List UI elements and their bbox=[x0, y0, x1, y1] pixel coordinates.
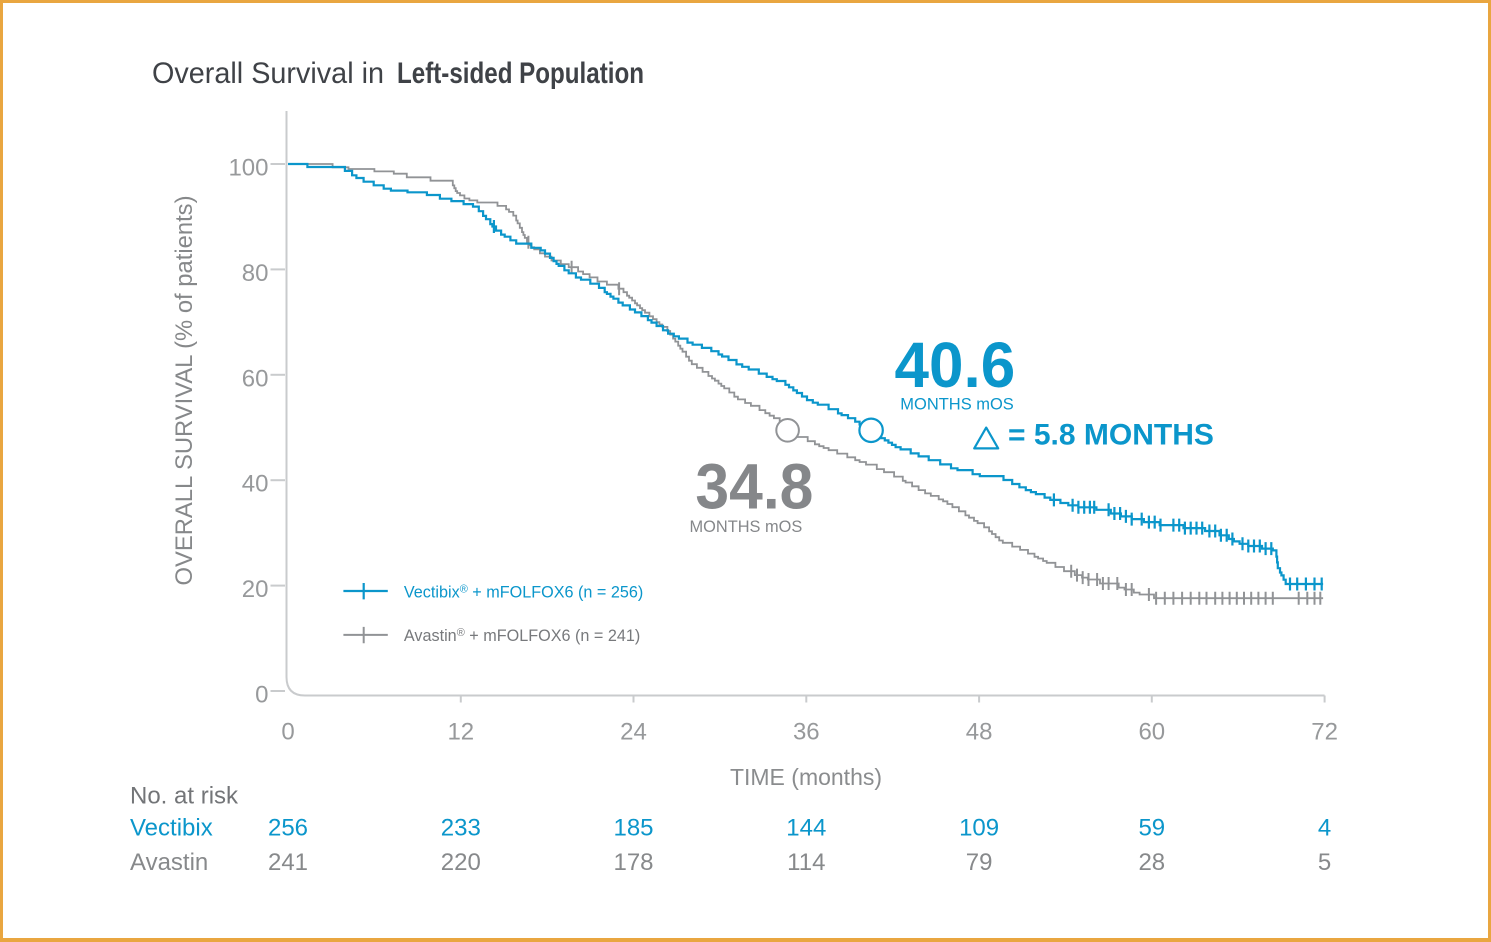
svg-text:256: 256 bbox=[268, 814, 308, 841]
svg-text:28: 28 bbox=[1138, 849, 1165, 876]
svg-text:36: 36 bbox=[793, 719, 820, 746]
svg-text:Avastin: Avastin bbox=[130, 849, 208, 876]
svg-text:60: 60 bbox=[242, 365, 269, 392]
svg-text:20: 20 bbox=[242, 576, 269, 603]
svg-text:= 5.8 MONTHS: = 5.8 MONTHS bbox=[1008, 419, 1214, 452]
svg-text:12: 12 bbox=[447, 719, 474, 746]
svg-text:5: 5 bbox=[1318, 849, 1331, 876]
svg-text:Overall Survival in: Overall Survival in bbox=[152, 57, 384, 90]
svg-text:100: 100 bbox=[228, 155, 268, 182]
svg-text:79: 79 bbox=[966, 849, 993, 876]
svg-text:TIME (months): TIME (months) bbox=[730, 764, 882, 790]
svg-text:Vectibix: Vectibix bbox=[130, 814, 213, 841]
svg-text:MONTHS mOS: MONTHS mOS bbox=[900, 396, 1014, 414]
svg-text:Vectibix® + mFOLFOX6 (n = 256): Vectibix® + mFOLFOX6 (n = 256) bbox=[404, 583, 643, 601]
svg-text:Left-sided Population: Left-sided Population bbox=[397, 57, 644, 90]
svg-text:Avastin® + mFOLFOX6 (n = 241): Avastin® + mFOLFOX6 (n = 241) bbox=[404, 627, 640, 645]
svg-text:24: 24 bbox=[620, 719, 647, 746]
svg-text:109: 109 bbox=[959, 814, 999, 841]
svg-text:4: 4 bbox=[1318, 814, 1331, 841]
svg-text:No. at risk: No. at risk bbox=[130, 783, 239, 810]
svg-text:0: 0 bbox=[281, 719, 294, 746]
svg-text:MONTHS mOS: MONTHS mOS bbox=[690, 518, 803, 536]
svg-text:40.6: 40.6 bbox=[895, 329, 1016, 401]
svg-text:233: 233 bbox=[441, 814, 481, 841]
svg-text:40: 40 bbox=[242, 471, 269, 498]
svg-text:34.8: 34.8 bbox=[695, 451, 813, 523]
svg-text:185: 185 bbox=[613, 814, 653, 841]
svg-text:72: 72 bbox=[1311, 719, 1338, 746]
svg-text:59: 59 bbox=[1138, 814, 1165, 841]
svg-text:114: 114 bbox=[787, 849, 825, 876]
svg-text:220: 220 bbox=[441, 849, 481, 876]
svg-text:OVERALL SURVIVAL (% of patient: OVERALL SURVIVAL (% of patients) bbox=[171, 196, 198, 586]
svg-text:178: 178 bbox=[613, 849, 653, 876]
svg-text:241: 241 bbox=[268, 849, 308, 876]
svg-text:0: 0 bbox=[255, 682, 268, 709]
svg-text:80: 80 bbox=[242, 260, 269, 287]
svg-text:48: 48 bbox=[966, 719, 993, 746]
svg-text:60: 60 bbox=[1138, 719, 1165, 746]
svg-text:144: 144 bbox=[786, 814, 826, 841]
